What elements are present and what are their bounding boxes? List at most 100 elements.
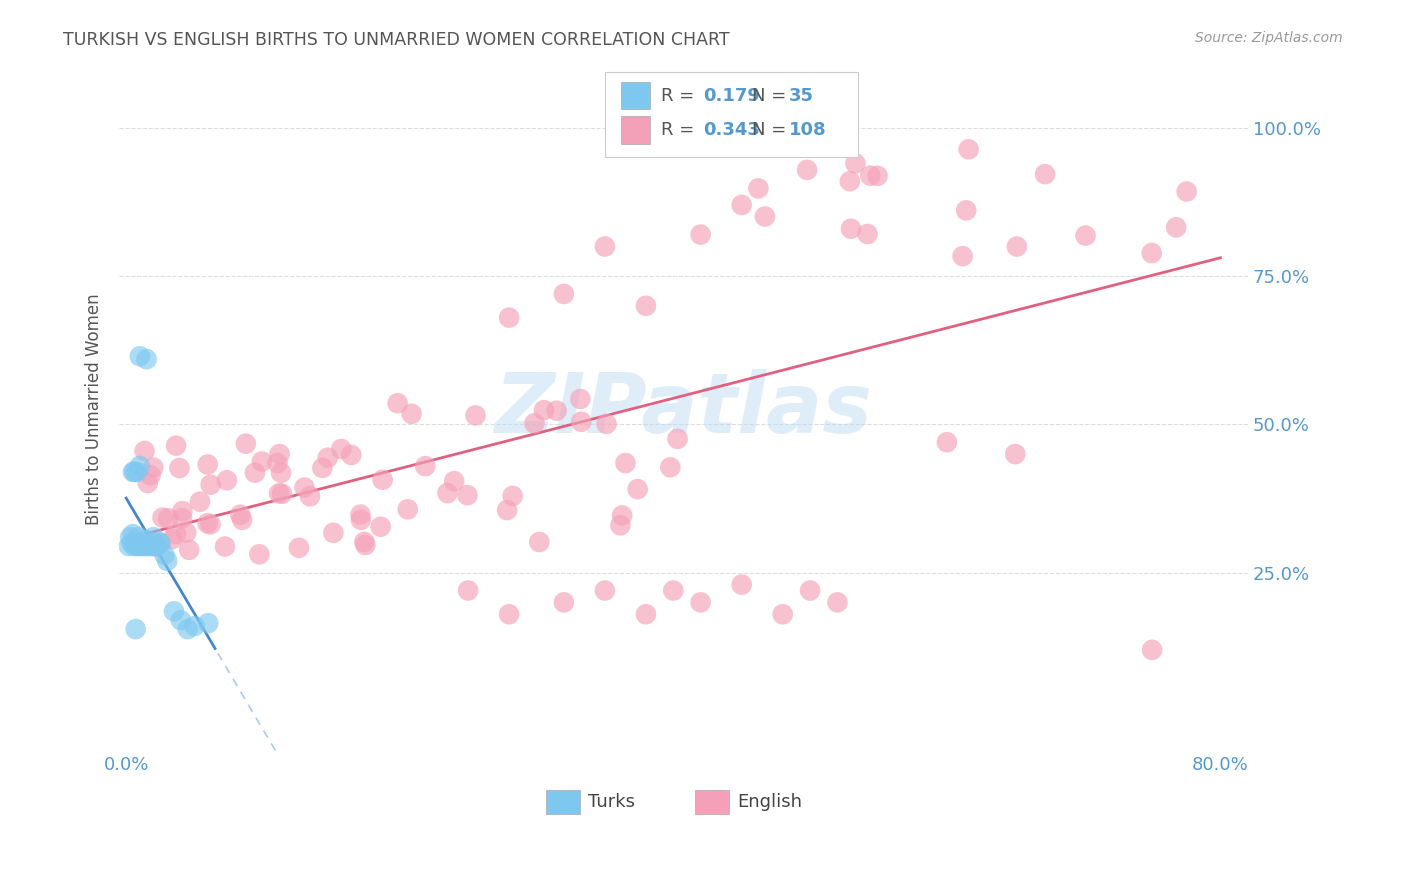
Point [595, 417, 617, 431]
Point [270, 466, 292, 480]
FancyBboxPatch shape [546, 789, 579, 814]
Point [464, 409, 486, 423]
Point [533, 403, 555, 417]
Point [387, 396, 409, 410]
Point [197, 516, 219, 531]
Point [666, 432, 689, 446]
Point [593, 583, 616, 598]
Point [523, 417, 546, 431]
Point [200, 477, 222, 491]
Point [136, 476, 159, 491]
Point [316, 450, 339, 465]
Point [659, 460, 682, 475]
Point [124, 539, 146, 553]
Point [859, 169, 882, 183]
Point [1005, 239, 1028, 253]
Point [569, 415, 592, 429]
Point [330, 442, 353, 456]
Text: English: English [738, 793, 803, 811]
Point [142, 530, 165, 544]
Point [662, 583, 685, 598]
Point [1166, 220, 1188, 235]
Point [215, 473, 238, 487]
Point [160, 532, 183, 546]
Text: R =: R = [661, 121, 695, 139]
Point [456, 488, 478, 502]
Point [689, 227, 711, 242]
Point [139, 468, 162, 483]
Point [457, 583, 479, 598]
Point [183, 619, 205, 633]
Point [125, 622, 148, 636]
Point [269, 447, 291, 461]
Point [128, 349, 150, 363]
Text: Source: ZipAtlas.com: Source: ZipAtlas.com [1195, 31, 1343, 45]
Point [353, 534, 375, 549]
Text: TURKISH VS ENGLISH BIRTHS TO UNMARRIED WOMEN CORRELATION CHART: TURKISH VS ENGLISH BIRTHS TO UNMARRIED W… [63, 31, 730, 49]
Point [134, 444, 156, 458]
FancyBboxPatch shape [621, 82, 650, 110]
Point [856, 227, 879, 241]
Text: ZIPatlas: ZIPatlas [495, 369, 873, 450]
Point [229, 508, 252, 522]
Point [145, 539, 167, 553]
Point [1033, 167, 1056, 181]
Point [135, 533, 157, 547]
Point [1175, 185, 1198, 199]
Point [610, 508, 633, 523]
Point [350, 513, 373, 527]
Text: R =: R = [661, 87, 695, 104]
Point [125, 465, 148, 479]
Point [288, 541, 311, 555]
Point [354, 538, 377, 552]
Point [413, 459, 436, 474]
Point [118, 539, 141, 553]
Point [250, 454, 273, 468]
Point [127, 530, 149, 544]
Point [952, 249, 974, 263]
Point [124, 465, 146, 479]
Point [609, 518, 631, 533]
Point [553, 595, 575, 609]
Point [174, 525, 197, 540]
Point [128, 458, 150, 473]
Point [546, 403, 568, 417]
Text: 0.343: 0.343 [703, 121, 759, 139]
Point [165, 527, 187, 541]
Point [172, 504, 194, 518]
Point [498, 310, 520, 325]
Point [827, 595, 849, 609]
Point [689, 595, 711, 609]
Point [731, 198, 754, 212]
Point [436, 486, 458, 500]
Point [129, 536, 152, 550]
Point [866, 169, 889, 183]
Point [143, 540, 166, 554]
Point [267, 486, 290, 500]
Point [120, 530, 142, 544]
Point [935, 435, 957, 450]
Point [498, 607, 520, 622]
Text: 108: 108 [789, 121, 827, 139]
Point [271, 487, 294, 501]
Point [1004, 447, 1026, 461]
Point [796, 162, 818, 177]
Point [142, 536, 165, 550]
Point [131, 539, 153, 553]
Point [529, 535, 551, 549]
Point [122, 527, 145, 541]
Point [1140, 246, 1163, 260]
Point [266, 456, 288, 470]
Point [132, 536, 155, 550]
Point [1140, 643, 1163, 657]
Point [197, 458, 219, 472]
Point [200, 517, 222, 532]
Point [634, 299, 657, 313]
FancyBboxPatch shape [695, 789, 728, 814]
Text: N =: N = [752, 121, 786, 139]
Point [349, 508, 371, 522]
Point [231, 513, 253, 527]
Point [593, 239, 616, 253]
Point [170, 613, 193, 627]
FancyBboxPatch shape [621, 116, 650, 144]
